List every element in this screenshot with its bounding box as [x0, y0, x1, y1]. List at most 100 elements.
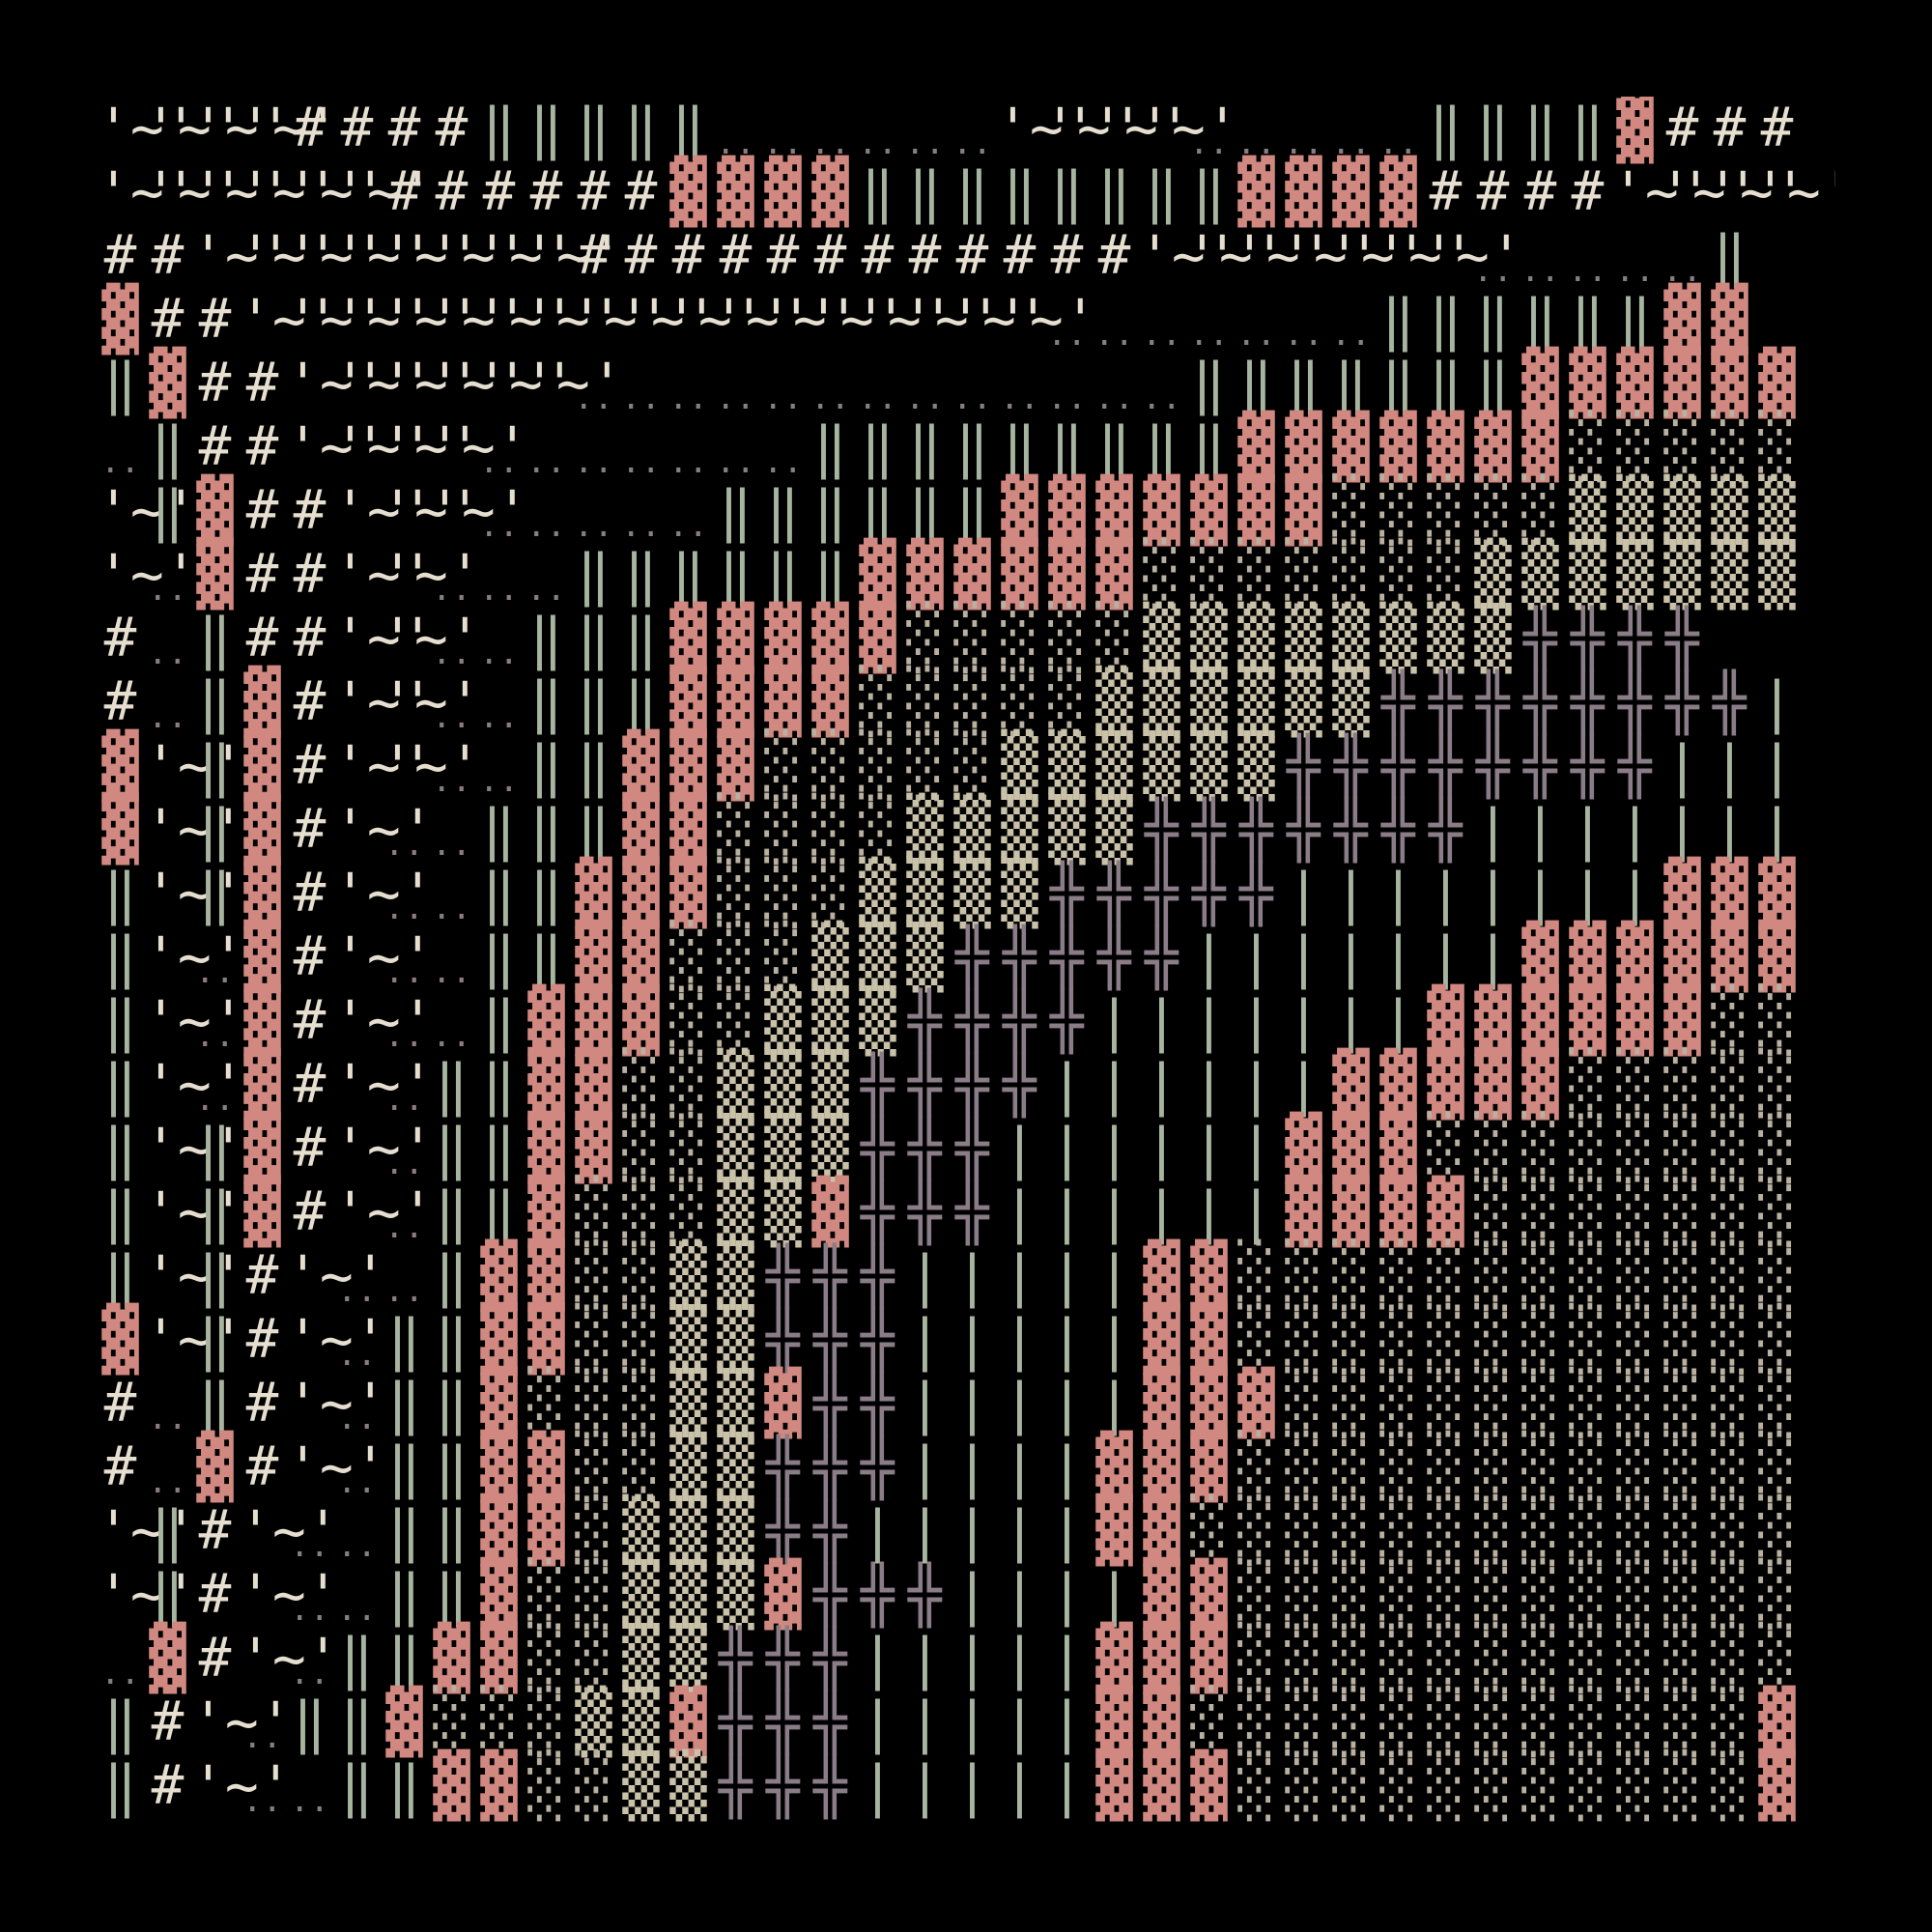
dense-block-glyph: ▓: [243, 1113, 281, 1184]
hash-glyph: #: [1760, 97, 1794, 159]
double-bar-glyph: ‖: [435, 1435, 469, 1500]
cross-glyph: ╬: [1003, 1052, 1037, 1118]
hash-glyph: #: [861, 224, 895, 287]
hash-glyph: #: [908, 224, 942, 287]
light-shade-glyph: ░: [1474, 475, 1512, 547]
light-shade-glyph: ░: [1616, 1368, 1654, 1439]
dots-glyph: ..: [810, 124, 850, 162]
dots-glyph: ..: [905, 379, 945, 417]
double-bar-glyph: ‖: [387, 1753, 421, 1819]
light-shade-glyph: ░: [1616, 1177, 1654, 1248]
light-shade-glyph: ░: [1379, 1304, 1417, 1376]
dots-glyph: ..: [1094, 315, 1134, 354]
bar-glyph: |: [1713, 733, 1747, 799]
light-shade-glyph: ░: [1474, 1177, 1512, 1248]
light-shade-glyph: ░: [1237, 539, 1275, 611]
tilde-glyph: '~': [381, 351, 482, 416]
hash-glyph: #: [577, 224, 611, 287]
light-shade-glyph: ░: [575, 1304, 612, 1376]
light-shade-glyph: ░: [669, 1177, 707, 1248]
double-bar-glyph: ‖: [482, 861, 516, 926]
medium-shade-glyph: ▒: [1095, 730, 1133, 802]
dense-block-glyph: ▓: [480, 1559, 518, 1631]
tilde-glyph: '~': [381, 542, 482, 608]
dense-block-glyph: ▓: [1616, 348, 1654, 419]
dense-block-glyph: ▓: [1190, 1240, 1228, 1312]
hash-glyph: #: [529, 160, 563, 223]
dense-block-glyph: ▓: [1095, 1623, 1133, 1694]
cross-glyph: ╬: [813, 1753, 847, 1819]
cross-glyph: ╬: [1145, 797, 1179, 863]
dots-glyph: ..: [432, 634, 471, 672]
double-bar-glyph: ‖: [1003, 159, 1037, 225]
light-shade-glyph: ░: [1379, 1240, 1417, 1312]
tilde-glyph: '~': [191, 159, 293, 225]
light-shade-glyph: ░: [1190, 1687, 1228, 1758]
tilde-glyph: '~': [475, 287, 577, 353]
double-bar-glyph: ‖: [529, 861, 563, 926]
bar-glyph: |: [1239, 1179, 1273, 1245]
light-shade-glyph: ░: [527, 1750, 565, 1822]
bar-glyph: |: [1097, 1371, 1131, 1436]
dense-block-glyph: ▓: [196, 539, 234, 611]
dense-block-glyph: ▓: [622, 730, 660, 802]
light-shade-glyph: ░: [1663, 1368, 1701, 1439]
dense-block-glyph: ▓: [1474, 1049, 1512, 1121]
tilde-glyph: '~': [996, 97, 1097, 161]
tilde-glyph: '~': [1138, 223, 1239, 289]
dense-block-glyph: ▓: [243, 1177, 281, 1248]
dense-block-glyph: ▓: [1048, 539, 1086, 611]
double-bar-glyph: ‖: [387, 1562, 421, 1628]
tilde-glyph: '~': [286, 1371, 387, 1436]
dense-block-glyph: ▓: [1711, 348, 1748, 419]
dense-block-glyph: ▓: [1285, 412, 1322, 483]
tilde-glyph: '~': [854, 287, 955, 353]
double-bar-glyph: ‖: [719, 542, 753, 608]
hash-glyph: #: [151, 224, 185, 287]
double-bar-glyph: ‖: [529, 606, 563, 671]
tilde-glyph: '~': [333, 159, 435, 225]
cross-glyph: ╬: [1097, 924, 1131, 990]
dots-glyph: ..: [716, 124, 755, 162]
dense-block-glyph: ▓: [1143, 1432, 1180, 1503]
light-shade-glyph: ░: [669, 1049, 707, 1121]
double-bar-glyph: ‖: [198, 1371, 232, 1436]
light-shade-glyph: ░: [1237, 1495, 1275, 1567]
dense-block-glyph: ▓: [622, 858, 660, 929]
hash-glyph: #: [1476, 160, 1510, 223]
light-shade-glyph: ░: [859, 667, 896, 738]
double-bar-glyph: ‖: [435, 1371, 469, 1436]
cross-glyph: ╬: [861, 1371, 895, 1436]
medium-shade-glyph: ▒: [1711, 539, 1748, 611]
double-bar-glyph: ‖: [529, 924, 563, 990]
tilde-glyph: '~': [475, 351, 577, 416]
medium-shade-glyph: ▒: [1143, 667, 1180, 738]
bar-glyph: |: [1145, 988, 1179, 1054]
dots-glyph: ..: [195, 1016, 235, 1055]
tilde-glyph: '~': [97, 159, 198, 225]
double-bar-glyph: ‖: [482, 97, 516, 161]
medium-shade-glyph: ▒: [764, 1049, 802, 1121]
light-shade-glyph: ░: [1569, 1368, 1606, 1439]
double-bar-glyph: ‖: [624, 97, 658, 161]
dense-block-glyph: ▓: [1663, 348, 1701, 419]
tilde-glyph: '~': [286, 287, 387, 353]
light-shade-glyph: ░: [1521, 1687, 1559, 1758]
light-shade-glyph: ░: [1048, 603, 1086, 674]
tilde-glyph: '~': [333, 351, 435, 416]
light-shade-glyph: ░: [1663, 1049, 1701, 1121]
double-bar-glyph: ‖: [198, 797, 232, 863]
dense-block-glyph: ▓: [1143, 1368, 1180, 1439]
dots-glyph: ..: [526, 506, 566, 545]
bar-glyph: |: [955, 1626, 989, 1691]
double-bar-glyph: ‖: [340, 1626, 374, 1691]
light-shade-glyph: ░: [1379, 475, 1417, 547]
light-shade-glyph: ░: [1474, 1368, 1512, 1439]
double-bar-glyph: ‖: [435, 1243, 469, 1309]
medium-shade-glyph: ▒: [1758, 475, 1796, 547]
medium-shade-glyph: ▒: [717, 1559, 754, 1631]
tilde-glyph: '~': [144, 1116, 245, 1181]
light-shade-glyph: ░: [1569, 1687, 1606, 1758]
double-bar-glyph: ‖: [624, 606, 658, 671]
dense-block-glyph: ▓: [480, 1240, 518, 1312]
